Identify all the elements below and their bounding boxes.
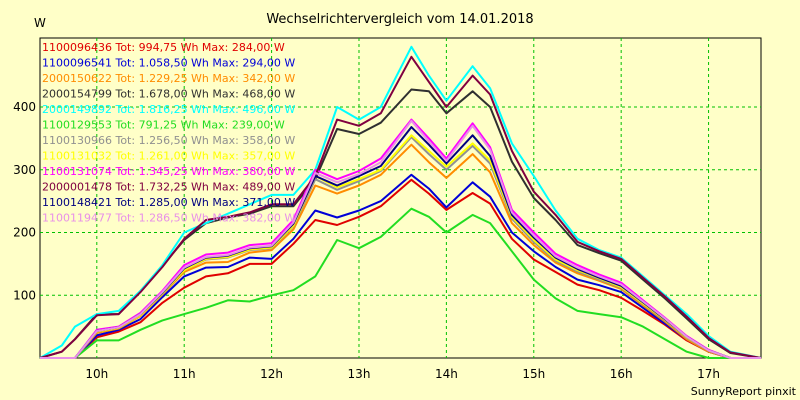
y-tick-label: 400 [13,100,36,114]
series-line-10 [39,55,762,359]
x-tick-label: 12h [260,367,283,381]
legend-item-3: 2000150622 Tot: 1.229,25 Wh Max: 342,00 … [42,72,295,85]
y-tick-label: 200 [13,226,36,240]
series-line-2 [40,173,761,359]
series-layer [39,45,762,359]
x-tick-label: 17h [697,367,720,381]
chart-title: Wechselrichtervergleich vom 14.01.2018 [266,12,533,27]
legend-item-8: 1100131032 Tot: 1.261,00 Wh Max: 357,00 … [42,150,295,163]
y-tick-label: 300 [13,163,36,177]
legend-item-6: 1100129553 Tot: 791,25 Wh Max: 239,00 W [42,119,285,132]
legend-item-5: 2000149892 Tot: 1.816,25 Wh Max: 496,00 … [42,103,295,116]
legend-item-11: 1100148421 Tot: 1.285,00 Wh Max: 371,00 … [42,196,295,209]
legend-item-10: 2000001478 Tot: 1.732,25 Wh Max: 489,00 … [42,181,295,194]
footer-credit: SunnyReport pinxit [691,385,797,398]
legend-item-7: 1100130966 Tot: 1.256,50 Wh Max: 358,00 … [42,134,295,147]
x-tick-label: 14h [435,367,458,381]
series-line-12 [40,119,761,359]
legend-item-4: 2000154799 Tot: 1.678,00 Wh Max: 468,00 … [42,88,295,101]
x-tick-label: 11h [173,367,196,381]
y-axis-unit: W [34,16,46,30]
x-tick-label: 15h [522,367,545,381]
legend-item-9: 1100131074 Tot: 1.345,25 Wh Max: 380,00 … [42,165,295,178]
y-tick-label: 100 [13,288,36,302]
x-tick-label: 13h [348,367,371,381]
tick-layer: 10h 11h 12h 13h 14h 15h 16h 17h 100 200 300 400 [13,100,720,381]
x-tick-label: 10h [85,367,108,381]
x-tick-label: 16h [610,367,633,381]
series-line-1 [40,178,761,359]
legend-item-12: 1100119477 Tot: 1.286,50 Wh Max: 382,00 … [42,212,295,225]
grid-layer [40,38,761,358]
legend-item-2: 1100096541 Tot: 1.058,50 Wh Max: 294,00 … [42,57,295,70]
legend: 1100096436 Tot: 994,75 Wh Max: 284,00 W 1… [42,41,295,225]
series-line-6 [40,207,761,359]
legend-item-1: 1100096436 Tot: 994,75 Wh Max: 284,00 W [42,41,285,54]
